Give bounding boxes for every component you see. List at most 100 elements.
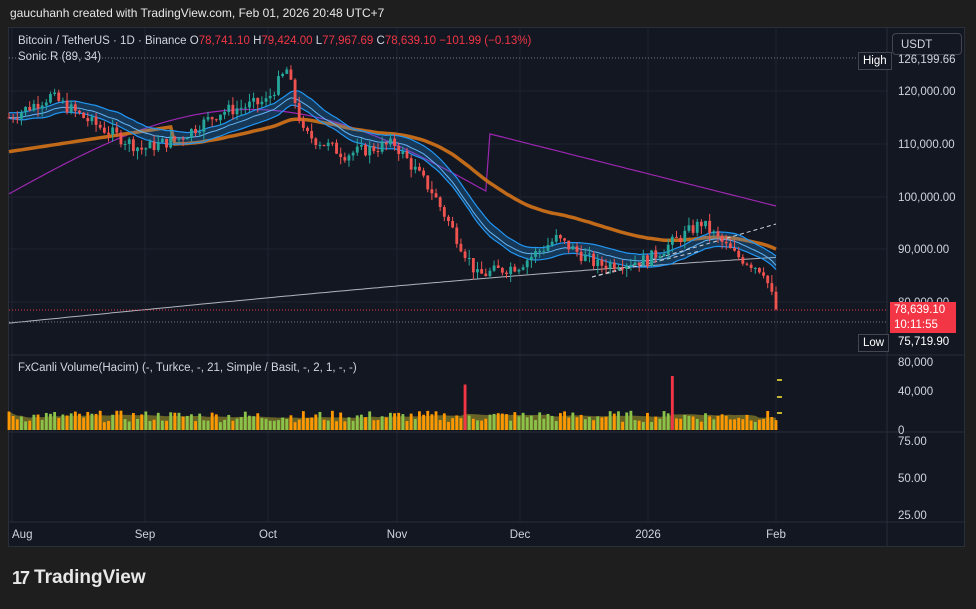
candle-body [546, 245, 550, 251]
volume-bar [583, 419, 587, 430]
volume-bar [670, 376, 674, 430]
candle-body [646, 255, 649, 267]
candle-body [148, 141, 152, 149]
volume-bar [7, 411, 11, 430]
candle-body [36, 103, 40, 109]
candle-body [214, 119, 218, 121]
tradingview-logo[interactable]: 17 TradingView [12, 567, 146, 589]
volume-bar [629, 410, 633, 430]
volume-bar [513, 412, 517, 430]
candle-body [766, 275, 770, 284]
volume-bar [675, 418, 678, 430]
time-axis-label: Oct [259, 529, 278, 541]
candle-body [318, 144, 322, 146]
volume-bar [712, 419, 716, 430]
candle-body [575, 246, 579, 252]
candle-body [339, 153, 343, 158]
candle-body [351, 152, 355, 156]
volume-bar [558, 413, 562, 430]
volume-bar [98, 410, 102, 430]
candle-body [389, 138, 392, 145]
volume-bar [202, 420, 206, 430]
volume-bar [160, 420, 164, 430]
candle-body [534, 251, 537, 257]
volume-bar [65, 415, 69, 430]
indicator-label[interactable]: Sonic R (89, 34) [18, 51, 102, 63]
candle-body [219, 114, 222, 121]
volume-bar [335, 421, 338, 430]
volume-bar [198, 413, 202, 430]
volume-bar [90, 413, 94, 430]
volume-bar [442, 413, 446, 430]
volume-bar [169, 412, 173, 430]
volume-bar [44, 412, 48, 430]
volume-bar [455, 415, 459, 430]
volume-bar [165, 420, 168, 430]
volume-bar [426, 410, 430, 430]
candle-body [301, 120, 305, 128]
candle-body [136, 147, 139, 152]
low-label: L [315, 35, 323, 47]
time-axis-label: Sep [135, 529, 155, 541]
candle-body [260, 101, 264, 105]
candle-body [758, 267, 761, 273]
candle-body [160, 138, 164, 143]
candle-body [169, 136, 173, 148]
candle-body [542, 250, 546, 252]
volume-bar [339, 412, 343, 430]
time-axis-label: Dec [510, 529, 531, 541]
candle-body [49, 94, 52, 103]
volume-bar [471, 418, 475, 430]
candle-body [272, 94, 276, 96]
volume-bar [459, 418, 463, 430]
volume-bar [600, 417, 604, 430]
candle-body [770, 283, 774, 292]
volume-bar [608, 411, 612, 430]
volume-bar [57, 418, 61, 430]
volume-bar [326, 420, 330, 430]
volume-bar [500, 413, 504, 430]
candle-body [600, 259, 604, 266]
volume-bar [496, 413, 500, 430]
volume-bar [393, 413, 396, 430]
volume-bar [517, 416, 521, 430]
candle-body [384, 142, 388, 145]
volume-bar [372, 420, 376, 430]
candle-body [20, 112, 23, 119]
candle-body [617, 268, 620, 270]
volume-bar [355, 415, 359, 430]
time-axis-label: Feb [766, 529, 786, 541]
volume-bar [554, 421, 558, 430]
currency-button[interactable]: USDT [892, 33, 962, 55]
volume-indicator-label[interactable]: FxCanli Volume(Hacim) (-, Turkce, -, 21,… [18, 362, 357, 374]
low-value: 77,967.69 [322, 35, 374, 47]
candle-body [484, 273, 488, 277]
volume-bar [592, 420, 595, 430]
volume-bar [434, 411, 438, 430]
volume-bar [40, 419, 44, 430]
volume-bar [409, 413, 413, 430]
high-tag-label: High [858, 52, 892, 70]
candle-body [235, 108, 239, 115]
candle-body [24, 106, 27, 113]
candle-body [554, 235, 558, 242]
candle-body [102, 127, 106, 133]
candle-body [61, 100, 65, 102]
volume-bar [563, 411, 566, 430]
volume-bar [28, 420, 32, 430]
candle-body [409, 158, 413, 170]
candle-body [513, 266, 517, 272]
close-value: 78,639.10 [384, 35, 437, 47]
volume-bar [376, 420, 380, 430]
candle-body [633, 262, 637, 265]
volume-bar [505, 414, 508, 430]
candle-body [376, 151, 380, 153]
candle-body [505, 272, 508, 275]
volume-bar [451, 418, 455, 430]
time-axis-label: Aug [12, 529, 32, 541]
volume-bar [753, 421, 757, 430]
candle-body [716, 231, 720, 237]
candle-body [563, 238, 566, 241]
candle-body [123, 143, 127, 145]
